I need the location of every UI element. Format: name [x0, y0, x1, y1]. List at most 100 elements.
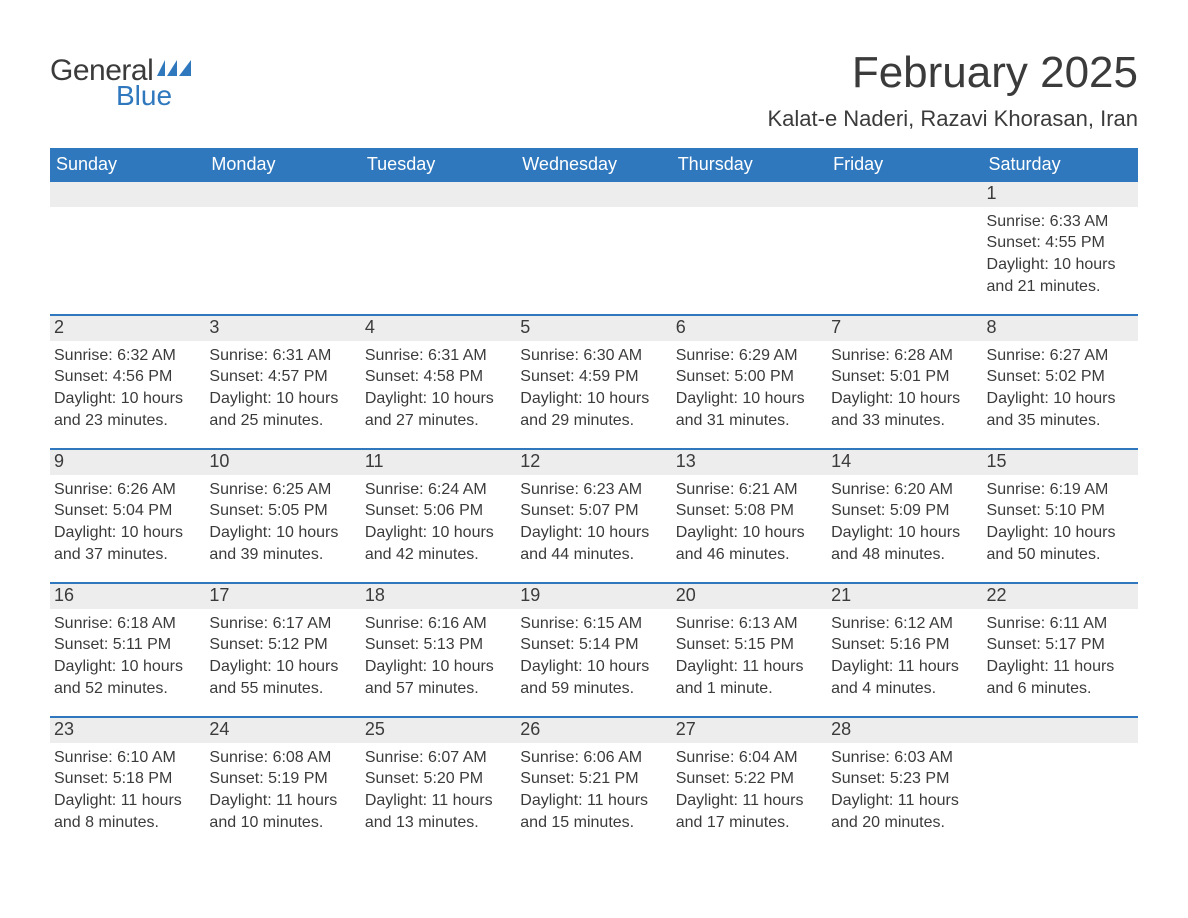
day-number: 10	[205, 450, 360, 475]
dow-tuesday: Tuesday	[361, 148, 516, 182]
daylight-text: Daylight: 11 hours and 13 minutes.	[365, 790, 512, 833]
sunrise-text: Sunrise: 6:24 AM	[365, 479, 512, 501]
day-details: Sunrise: 6:16 AMSunset: 5:13 PMDaylight:…	[361, 609, 516, 707]
sunset-text: Sunset: 5:00 PM	[676, 366, 823, 388]
sunset-text: Sunset: 5:02 PM	[987, 366, 1134, 388]
title-block: February 2025 Kalat-e Naderi, Razavi Kho…	[767, 50, 1138, 132]
calendar-day: 13Sunrise: 6:21 AMSunset: 5:08 PMDayligh…	[672, 450, 827, 582]
sunrise-text: Sunrise: 6:06 AM	[520, 747, 667, 769]
sunset-text: Sunset: 5:16 PM	[831, 634, 978, 656]
day-number: 17	[205, 584, 360, 609]
sunrise-text: Sunrise: 6:18 AM	[54, 613, 201, 635]
sunset-text: Sunset: 5:14 PM	[520, 634, 667, 656]
day-details: Sunrise: 6:32 AMSunset: 4:56 PMDaylight:…	[50, 341, 205, 439]
sunrise-text: Sunrise: 6:07 AM	[365, 747, 512, 769]
calendar-day: 14Sunrise: 6:20 AMSunset: 5:09 PMDayligh…	[827, 450, 982, 582]
day-number: 16	[50, 584, 205, 609]
sunset-text: Sunset: 5:18 PM	[54, 768, 201, 790]
sunrise-text: Sunrise: 6:23 AM	[520, 479, 667, 501]
day-details: Sunrise: 6:31 AMSunset: 4:58 PMDaylight:…	[361, 341, 516, 439]
sunrise-text: Sunrise: 6:21 AM	[676, 479, 823, 501]
calendar-day: 24Sunrise: 6:08 AMSunset: 5:19 PMDayligh…	[205, 718, 360, 850]
calendar-day: 6Sunrise: 6:29 AMSunset: 5:00 PMDaylight…	[672, 316, 827, 448]
daylight-text: Daylight: 10 hours and 35 minutes.	[987, 388, 1134, 431]
day-number: 4	[361, 316, 516, 341]
sunrise-text: Sunrise: 6:04 AM	[676, 747, 823, 769]
daylight-text: Daylight: 11 hours and 20 minutes.	[831, 790, 978, 833]
sunset-text: Sunset: 5:19 PM	[209, 768, 356, 790]
sunset-text: Sunset: 5:07 PM	[520, 500, 667, 522]
day-number: 7	[827, 316, 982, 341]
sunrise-text: Sunrise: 6:19 AM	[987, 479, 1134, 501]
calendar-day: 23Sunrise: 6:10 AMSunset: 5:18 PMDayligh…	[50, 718, 205, 850]
calendar-week: 16Sunrise: 6:18 AMSunset: 5:11 PMDayligh…	[50, 582, 1138, 716]
day-number: 9	[50, 450, 205, 475]
day-number	[827, 182, 982, 207]
sunrise-text: Sunrise: 6:33 AM	[987, 211, 1134, 233]
daylight-text: Daylight: 10 hours and 52 minutes.	[54, 656, 201, 699]
day-number	[983, 718, 1138, 743]
day-details	[205, 207, 360, 219]
calendar-day: 10Sunrise: 6:25 AMSunset: 5:05 PMDayligh…	[205, 450, 360, 582]
sunset-text: Sunset: 5:17 PM	[987, 634, 1134, 656]
calendar-day	[50, 182, 205, 314]
day-number: 12	[516, 450, 671, 475]
daylight-text: Daylight: 10 hours and 44 minutes.	[520, 522, 667, 565]
sunset-text: Sunset: 5:22 PM	[676, 768, 823, 790]
calendar-day: 1Sunrise: 6:33 AMSunset: 4:55 PMDaylight…	[983, 182, 1138, 314]
calendar-day: 2Sunrise: 6:32 AMSunset: 4:56 PMDaylight…	[50, 316, 205, 448]
daylight-text: Daylight: 10 hours and 37 minutes.	[54, 522, 201, 565]
brand-logo: General Blue	[50, 50, 191, 110]
calendar-day: 22Sunrise: 6:11 AMSunset: 5:17 PMDayligh…	[983, 584, 1138, 716]
day-details: Sunrise: 6:29 AMSunset: 5:00 PMDaylight:…	[672, 341, 827, 439]
daylight-text: Daylight: 11 hours and 8 minutes.	[54, 790, 201, 833]
day-details: Sunrise: 6:13 AMSunset: 5:15 PMDaylight:…	[672, 609, 827, 707]
sunrise-text: Sunrise: 6:13 AM	[676, 613, 823, 635]
day-details: Sunrise: 6:06 AMSunset: 5:21 PMDaylight:…	[516, 743, 671, 841]
day-number: 14	[827, 450, 982, 475]
day-details: Sunrise: 6:30 AMSunset: 4:59 PMDaylight:…	[516, 341, 671, 439]
sunset-text: Sunset: 5:21 PM	[520, 768, 667, 790]
sunrise-text: Sunrise: 6:26 AM	[54, 479, 201, 501]
day-details	[50, 207, 205, 219]
day-number: 11	[361, 450, 516, 475]
day-number: 19	[516, 584, 671, 609]
daylight-text: Daylight: 11 hours and 10 minutes.	[209, 790, 356, 833]
dow-thursday: Thursday	[672, 148, 827, 182]
daylight-text: Daylight: 10 hours and 46 minutes.	[676, 522, 823, 565]
sunset-text: Sunset: 5:05 PM	[209, 500, 356, 522]
sunrise-text: Sunrise: 6:20 AM	[831, 479, 978, 501]
sunrise-text: Sunrise: 6:27 AM	[987, 345, 1134, 367]
day-details: Sunrise: 6:31 AMSunset: 4:57 PMDaylight:…	[205, 341, 360, 439]
day-details: Sunrise: 6:07 AMSunset: 5:20 PMDaylight:…	[361, 743, 516, 841]
calendar-day: 25Sunrise: 6:07 AMSunset: 5:20 PMDayligh…	[361, 718, 516, 850]
day-details	[983, 743, 1138, 755]
dow-saturday: Saturday	[983, 148, 1138, 182]
calendar: Sunday Monday Tuesday Wednesday Thursday…	[50, 148, 1138, 850]
daylight-text: Daylight: 10 hours and 25 minutes.	[209, 388, 356, 431]
calendar-day	[205, 182, 360, 314]
day-details: Sunrise: 6:28 AMSunset: 5:01 PMDaylight:…	[827, 341, 982, 439]
sunset-text: Sunset: 5:08 PM	[676, 500, 823, 522]
calendar-day: 5Sunrise: 6:30 AMSunset: 4:59 PMDaylight…	[516, 316, 671, 448]
daylight-text: Daylight: 10 hours and 59 minutes.	[520, 656, 667, 699]
calendar-day: 11Sunrise: 6:24 AMSunset: 5:06 PMDayligh…	[361, 450, 516, 582]
day-number: 22	[983, 584, 1138, 609]
daylight-text: Daylight: 10 hours and 55 minutes.	[209, 656, 356, 699]
sunrise-text: Sunrise: 6:03 AM	[831, 747, 978, 769]
sunset-text: Sunset: 5:23 PM	[831, 768, 978, 790]
day-details	[827, 207, 982, 219]
calendar-day: 3Sunrise: 6:31 AMSunset: 4:57 PMDaylight…	[205, 316, 360, 448]
calendar-day: 15Sunrise: 6:19 AMSunset: 5:10 PMDayligh…	[983, 450, 1138, 582]
day-number: 6	[672, 316, 827, 341]
daylight-text: Daylight: 11 hours and 4 minutes.	[831, 656, 978, 699]
sunrise-text: Sunrise: 6:29 AM	[676, 345, 823, 367]
day-details: Sunrise: 6:23 AMSunset: 5:07 PMDaylight:…	[516, 475, 671, 573]
daylight-text: Daylight: 11 hours and 6 minutes.	[987, 656, 1134, 699]
month-title: February 2025	[767, 50, 1138, 96]
sunrise-text: Sunrise: 6:17 AM	[209, 613, 356, 635]
day-details: Sunrise: 6:25 AMSunset: 5:05 PMDaylight:…	[205, 475, 360, 573]
sunset-text: Sunset: 4:59 PM	[520, 366, 667, 388]
day-number	[516, 182, 671, 207]
sunrise-text: Sunrise: 6:15 AM	[520, 613, 667, 635]
